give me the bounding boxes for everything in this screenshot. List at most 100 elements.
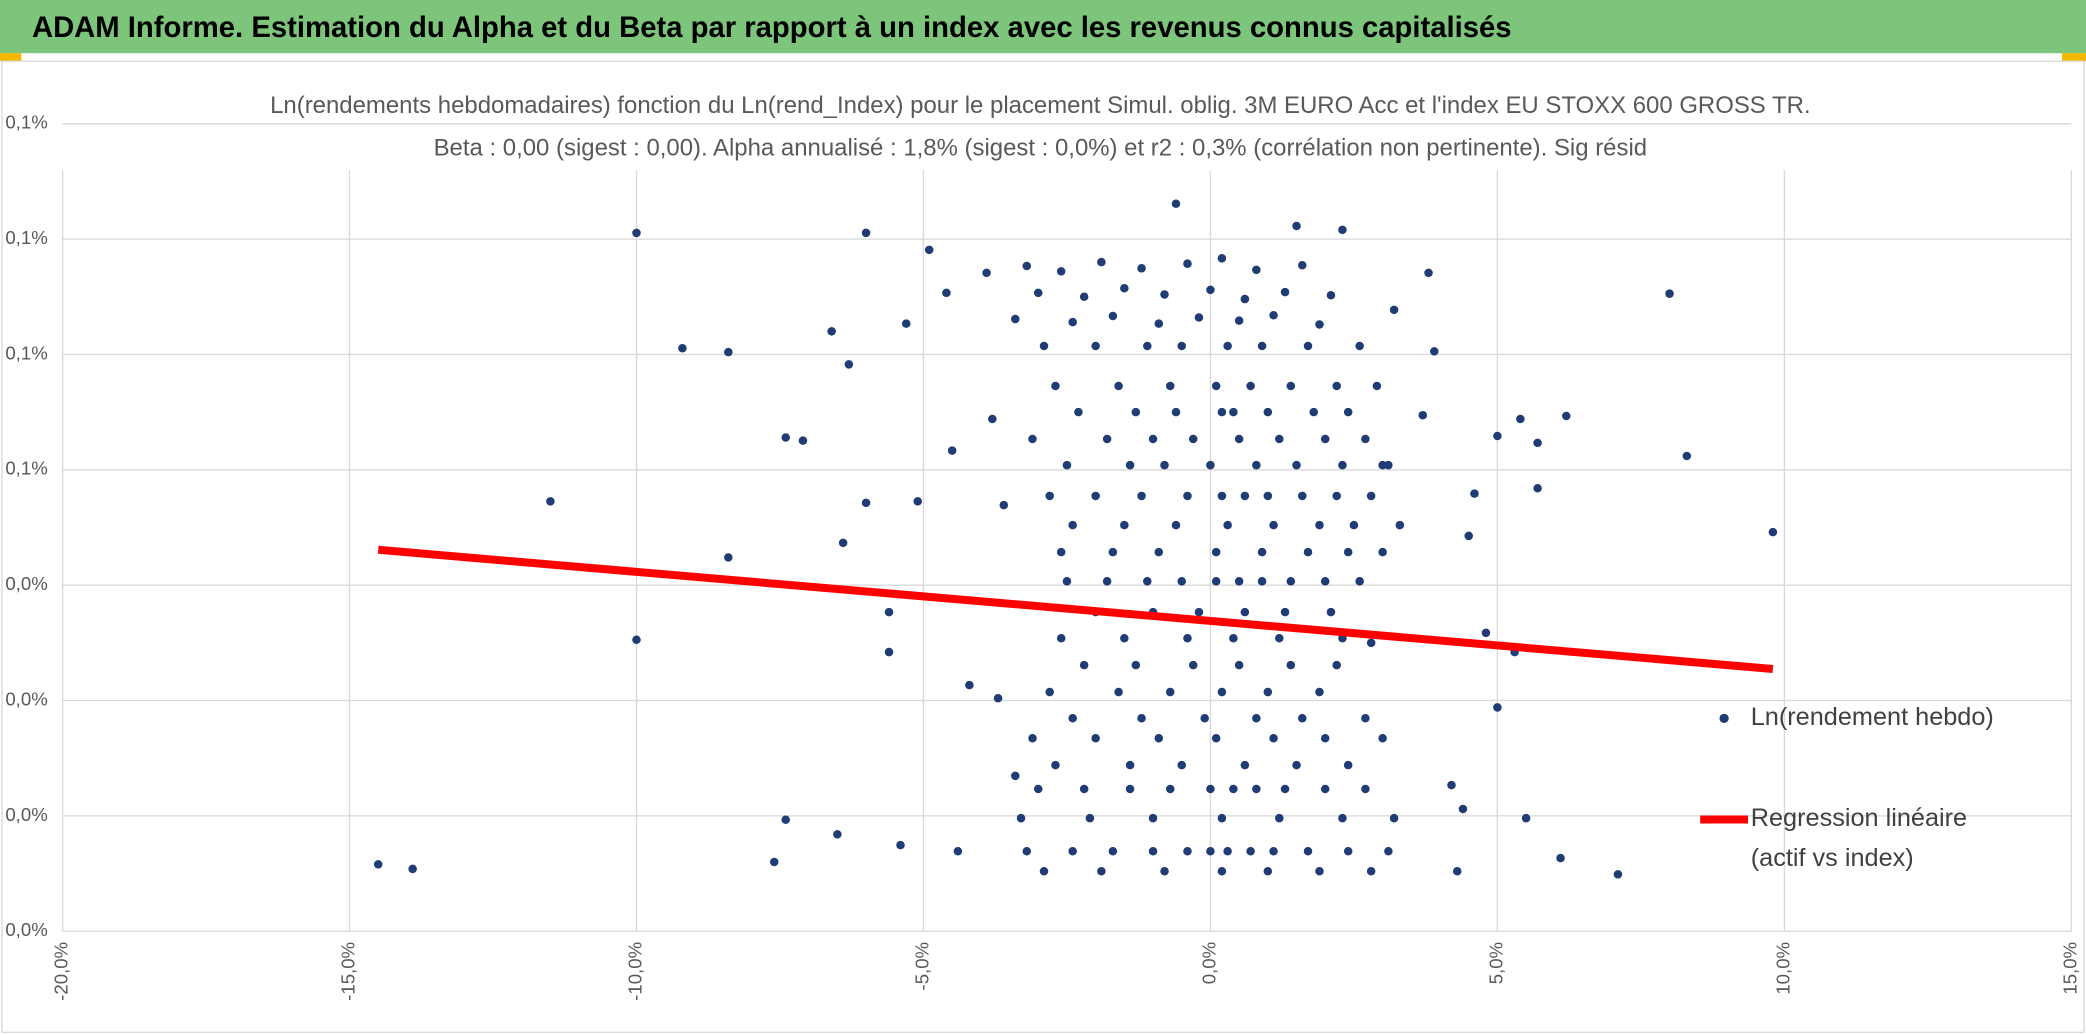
scatter-point xyxy=(1211,381,1221,391)
scatter-point xyxy=(1447,780,1456,790)
scatter-point xyxy=(1303,341,1313,351)
scatter-point xyxy=(1665,289,1674,298)
scatter-point xyxy=(1188,434,1198,444)
scatter-point xyxy=(1051,381,1060,391)
scatter-point xyxy=(1298,713,1307,723)
scatter-point xyxy=(1298,491,1307,501)
scatter-point xyxy=(1091,733,1100,743)
scatter-point xyxy=(1556,853,1565,863)
scatter-point xyxy=(1240,294,1250,304)
scatter-point xyxy=(1263,866,1273,876)
scatter-point xyxy=(1091,491,1100,501)
scatter-point xyxy=(1298,260,1307,270)
scatter-point xyxy=(781,815,790,824)
scatter-point xyxy=(1424,268,1433,278)
scatter-point xyxy=(1143,577,1152,586)
scatter-point xyxy=(1229,407,1238,417)
scatter-point xyxy=(1292,760,1301,770)
scatter-point xyxy=(1240,491,1250,501)
y-tick-label: 0,0% xyxy=(5,919,47,940)
scatter-point xyxy=(1223,520,1232,530)
scatter-point xyxy=(947,446,957,455)
scatter-point xyxy=(924,245,934,255)
scatter-point xyxy=(1257,341,1267,351)
scatter-point xyxy=(1148,846,1158,856)
scatter-point xyxy=(1275,434,1284,444)
scatter-point xyxy=(1389,813,1399,823)
scatter-point xyxy=(827,327,836,336)
scatter-point xyxy=(1332,660,1341,670)
scatter-point xyxy=(1217,813,1227,823)
y-tick-label: 0,1% xyxy=(5,458,47,479)
scatter-point xyxy=(1292,460,1301,470)
scatter-point xyxy=(1343,846,1353,856)
scatter-point xyxy=(844,360,854,369)
scatter-point xyxy=(1160,460,1169,470)
scatter-point xyxy=(1028,434,1037,444)
scatter-point xyxy=(884,607,894,617)
scatter-point xyxy=(1326,607,1336,617)
scatter-point xyxy=(1056,547,1066,557)
scatter-point xyxy=(1211,577,1221,586)
scatter-point xyxy=(1533,438,1542,448)
scatter-point xyxy=(1361,784,1370,794)
scatter-point xyxy=(1171,407,1181,417)
scatter-point xyxy=(1315,687,1324,697)
scatter-point xyxy=(1338,460,1347,470)
scatter-point xyxy=(1217,866,1227,876)
scatter-point xyxy=(1039,341,1049,351)
scatter-point xyxy=(1183,491,1192,501)
scatter-point xyxy=(1045,491,1054,501)
scatter-point xyxy=(769,857,779,867)
scatter-point xyxy=(1033,784,1043,794)
scatter-point xyxy=(1217,491,1227,501)
scatter-point xyxy=(1263,407,1273,417)
scatter-point xyxy=(1229,784,1238,794)
scatter-point xyxy=(1217,687,1227,697)
scatter-point xyxy=(1303,547,1313,557)
scatter-point xyxy=(1361,713,1370,723)
scatter-point xyxy=(1418,410,1428,420)
scatter-point xyxy=(982,268,991,278)
scatter-point xyxy=(1131,660,1141,670)
scatter-point xyxy=(724,553,733,562)
scatter-point xyxy=(913,497,922,506)
scatter-point xyxy=(1165,687,1175,697)
scatter-point xyxy=(1263,687,1273,697)
scatter-point xyxy=(1056,267,1066,276)
scatter-point xyxy=(1395,520,1405,530)
scatter-point xyxy=(1343,547,1353,557)
scatter-point xyxy=(1493,431,1502,441)
scatter-point xyxy=(1223,341,1232,351)
scatter-point xyxy=(1252,265,1261,275)
scatter-point xyxy=(1355,341,1364,351)
scatter-point xyxy=(1320,577,1330,586)
scatter-point xyxy=(1338,225,1347,235)
scatter-point xyxy=(1165,784,1175,794)
legend-swatch xyxy=(1719,713,1729,724)
scatter-point xyxy=(1309,407,1318,417)
scatter-point xyxy=(1131,407,1141,417)
scatter-point xyxy=(1361,434,1370,444)
scatter-point xyxy=(1562,411,1571,421)
scatter-point xyxy=(1349,520,1359,530)
scatter-point xyxy=(1068,713,1077,723)
scatter-point xyxy=(988,414,997,424)
legend-label: Ln(rendement hebdo) xyxy=(1750,703,1994,732)
scatter-point xyxy=(1234,577,1244,586)
scatter-point xyxy=(678,344,687,353)
scatter-point xyxy=(901,319,911,328)
scatter-point xyxy=(1171,520,1181,530)
scatter-point xyxy=(1315,520,1324,530)
scatter-point xyxy=(1062,460,1072,470)
scatter-point xyxy=(1378,733,1387,743)
scatter-point xyxy=(1022,846,1032,856)
scatter-point xyxy=(1280,287,1290,297)
scatter-point xyxy=(1217,254,1227,263)
chart-frame xyxy=(1,60,2085,1034)
scatter-point xyxy=(1114,687,1123,697)
scatter-point xyxy=(1286,381,1296,391)
scatter-point xyxy=(1320,784,1330,794)
scatter-point xyxy=(1068,846,1077,856)
scatter-point xyxy=(1154,319,1164,328)
